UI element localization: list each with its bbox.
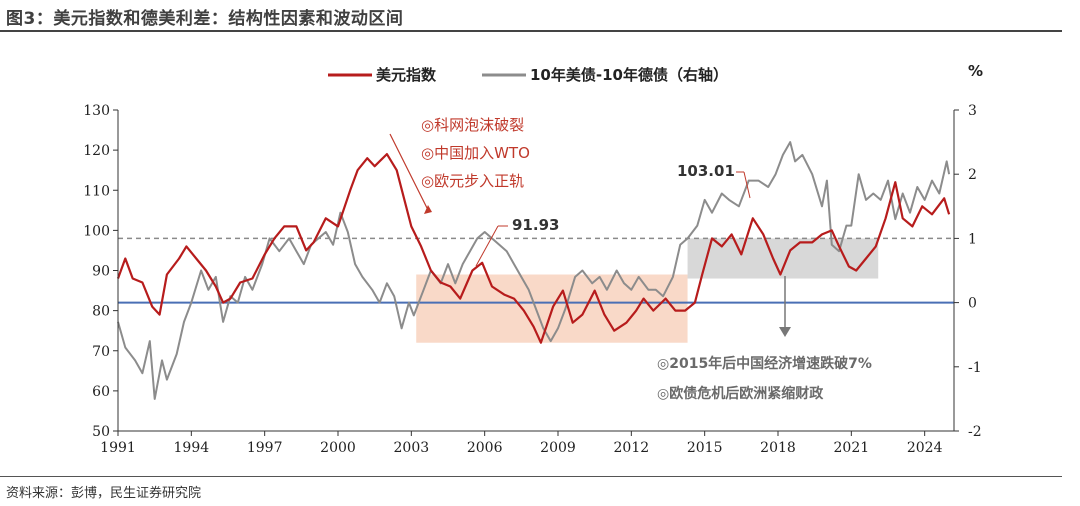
x-tick-label: 2024 (907, 440, 943, 456)
series-us-de-spread (117, 141, 951, 400)
x-tick-label: 2006 (467, 440, 503, 456)
x-tick-label: 2021 (834, 440, 870, 456)
source-note: 资料来源：彭博，民生证券研究院 (6, 486, 202, 501)
y-left-tick-label: 100 (83, 223, 110, 239)
x-tick-label: 2018 (760, 440, 796, 456)
y-left-tick-label: 80 (92, 304, 110, 320)
y-left-tick-label: 130 (83, 103, 110, 119)
x-tick-label: 2009 (540, 440, 576, 456)
x-tick-label: 2012 (614, 440, 650, 456)
figure-title: 图3：美元指数和德美利差：结构性因素和波动区间 (6, 9, 404, 29)
y-left-tick-label: 90 (92, 264, 110, 280)
annotation-arrow-gray-head (779, 327, 791, 337)
footer-rule (0, 476, 1062, 477)
annotation-arrow-red-head (424, 205, 432, 214)
callout-103-01: 103.01 (677, 162, 735, 180)
x-tick-label: 1991 (100, 440, 136, 456)
x-tick-label: 1997 (247, 440, 283, 456)
legend-label-spread: 10年美债-10年德债（右轴） (530, 66, 728, 84)
annotation-arrow-red-line (389, 133, 429, 211)
y-left-tick-label: 50 (92, 424, 110, 440)
title-rule (0, 30, 1062, 32)
y-right-tick-label: 0 (968, 296, 977, 312)
y-right-tick-label: -1 (968, 360, 982, 376)
right-axis-unit: % (968, 62, 983, 80)
y-right-tick-label: -2 (968, 424, 982, 440)
annotation-dotcom-bubble: ◎科网泡沫破裂 (421, 116, 524, 134)
y-left-tick-label: 110 (83, 183, 110, 199)
series-usd-index (116, 153, 951, 344)
annotation-euro-launch: ◎欧元步入正轨 (421, 172, 524, 190)
y-right-tick-label: 1 (968, 231, 977, 247)
callout-91-93-line-a (475, 225, 499, 267)
callout-103-01-line-b (743, 171, 751, 199)
callout-91-93: 91.93 (512, 216, 559, 234)
shaded-range-2 (687, 238, 879, 279)
annotation-china-wto: ◎中国加入WTO (421, 144, 530, 162)
annotation-euro-austerity: ◎欧债危机后欧洲紧缩财政 (657, 385, 824, 402)
x-tick-label: 2000 (320, 440, 356, 456)
y-right-tick-label: 3 (968, 103, 977, 119)
y-left-tick-label: 120 (83, 143, 110, 159)
y-left-tick-label: 60 (92, 384, 110, 400)
x-tick-label: 2003 (394, 440, 430, 456)
annotation-china-growth: ◎2015年后中国经济增速跌破7% (657, 355, 872, 372)
y-left-tick-label: 70 (92, 344, 110, 360)
y-right-tick-label: 2 (968, 167, 977, 183)
x-tick-label: 1994 (174, 440, 210, 456)
x-tick-label: 2015 (687, 440, 723, 456)
legend-label-usd: 美元指数 (376, 66, 437, 84)
